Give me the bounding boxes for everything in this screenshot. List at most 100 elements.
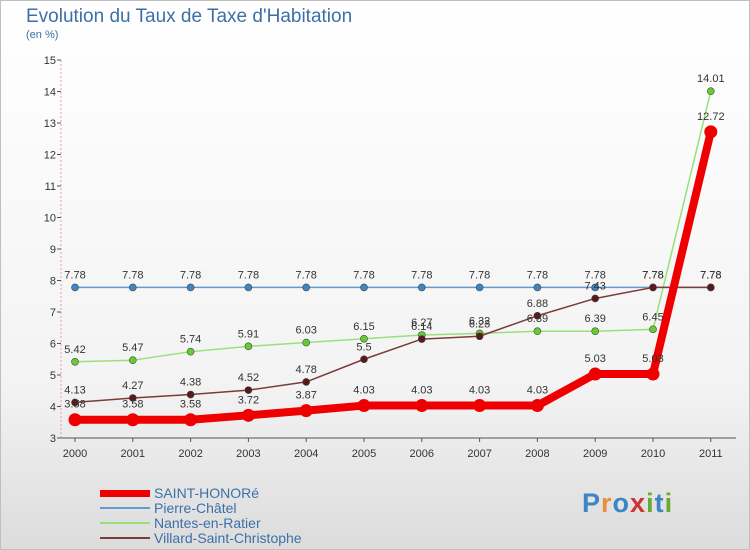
data-point <box>129 283 137 292</box>
data-label: 7.78 <box>584 269 605 281</box>
data-point <box>244 342 253 351</box>
x-tick-label: 2002 <box>178 448 202 460</box>
logo-letter: x <box>630 488 647 518</box>
x-tick-label: 2009 <box>583 448 607 460</box>
data-point <box>186 347 195 356</box>
data-point <box>591 283 600 292</box>
y-tick-label: 6 <box>50 339 56 351</box>
y-tick-label: 13 <box>44 118 56 130</box>
proxiti-logo: Proxiti <box>582 488 673 519</box>
data-point <box>704 125 718 139</box>
data-label: 5.91 <box>238 328 259 340</box>
data-label: 5.03 <box>642 353 663 365</box>
x-tick-label: 2004 <box>294 448 318 460</box>
data-label: 6.88 <box>527 298 548 310</box>
legend-label: Villard-Saint-Christophe <box>154 530 302 546</box>
data-point <box>129 394 137 402</box>
data-label: 7.78 <box>642 269 663 281</box>
data-point <box>475 332 484 341</box>
data-label: 7.78 <box>411 269 432 281</box>
data-label: 3.58 <box>64 399 85 411</box>
data-point <box>475 283 484 292</box>
chart-title: Evolution du Taux de Taxe d'Habitation <box>26 6 353 27</box>
data-point <box>706 283 715 292</box>
series-lines <box>68 87 718 427</box>
data-point <box>71 357 79 366</box>
legend-label: Nantes-en-Ratier <box>154 515 261 531</box>
data-point <box>184 413 198 427</box>
data-point <box>244 386 253 394</box>
data-label: 4.27 <box>122 380 143 392</box>
data-label: 6.39 <box>584 313 605 325</box>
data-label: 5.42 <box>64 344 85 356</box>
data-point <box>360 283 368 292</box>
logo-letter: t <box>654 488 665 518</box>
data-label: 7.78 <box>180 269 201 281</box>
legend-swatch <box>100 507 150 509</box>
data-labels: 7.78 7.78 7.78 7.78 7.78 7.78 7.78 7.78 7.78 7.78… <box>64 73 724 411</box>
data-point <box>417 283 426 292</box>
data-label: 7.78 <box>122 269 143 281</box>
data-point <box>360 334 368 343</box>
data-label: 5.74 <box>180 334 201 346</box>
data-point <box>68 413 82 427</box>
data-label: 7.43 <box>584 280 605 292</box>
legend-swatch <box>100 537 150 539</box>
x-tick-label: 2001 <box>121 448 145 460</box>
data-point <box>302 378 311 386</box>
data-point <box>126 413 140 427</box>
data-point <box>415 399 429 413</box>
data-label: 6.15 <box>353 321 374 333</box>
data-label: 6.27 <box>411 317 432 329</box>
data-label: 5.5 <box>356 341 371 353</box>
axes: 3 4 5 6 7 8 9 10 11 12 13 14 15 2000 2001 2002 2003 2004 2… <box>44 55 736 460</box>
y-tick-label: 12 <box>44 150 56 162</box>
data-label: 7.78 <box>64 269 85 281</box>
logo-letter: i <box>664 488 674 518</box>
series-line <box>74 286 711 404</box>
series-line <box>74 91 712 363</box>
data-label: 3.58 <box>122 399 143 411</box>
data-point <box>588 367 602 381</box>
logo-letter: r <box>601 488 613 518</box>
x-tick-label: 2010 <box>641 448 665 460</box>
data-label: 6.32 <box>469 315 490 327</box>
data-label: 7.78 <box>295 269 316 281</box>
data-label: 7.78 <box>700 269 721 281</box>
logo-letter: i <box>646 488 655 518</box>
data-label: 6.23 <box>469 318 490 330</box>
y-tick-label: 7 <box>50 307 56 319</box>
data-label: 7.78 <box>642 269 663 281</box>
data-label: 5.03 <box>584 353 605 365</box>
data-point <box>186 390 195 399</box>
line-chart: 3 4 5 6 7 8 9 10 11 12 13 14 15 2000 2001 2002 2003 2004 2… <box>44 55 736 460</box>
data-label: 7.78 <box>527 269 548 281</box>
data-point <box>244 283 253 292</box>
data-label: 6.14 <box>411 321 432 333</box>
y-tick-label: 11 <box>45 181 56 193</box>
x-tick-label: 2006 <box>410 448 434 460</box>
data-label: 7.78 <box>469 269 490 281</box>
data-point <box>360 355 368 364</box>
data-point <box>299 404 313 418</box>
data-point <box>357 399 371 413</box>
data-point <box>533 311 542 320</box>
data-label: 6.45 <box>642 311 663 323</box>
y-tick-label: 3 <box>50 433 56 445</box>
legend-label: Pierre-Châtel <box>154 500 237 516</box>
data-label: 3.72 <box>238 394 259 406</box>
y-tick-label: 4 <box>50 402 56 414</box>
data-point <box>530 399 544 413</box>
data-point <box>302 283 311 292</box>
data-label: 3.87 <box>295 390 316 402</box>
data-point <box>71 283 79 292</box>
legend-label: SAINT-HONORé <box>154 485 260 501</box>
data-label: 7.78 <box>238 269 259 281</box>
data-point <box>302 338 311 347</box>
data-label: 6.39 <box>527 313 548 325</box>
y-tick-label: 5 <box>50 370 56 382</box>
data-point <box>649 283 657 292</box>
data-point <box>533 283 542 292</box>
data-point <box>71 398 79 407</box>
